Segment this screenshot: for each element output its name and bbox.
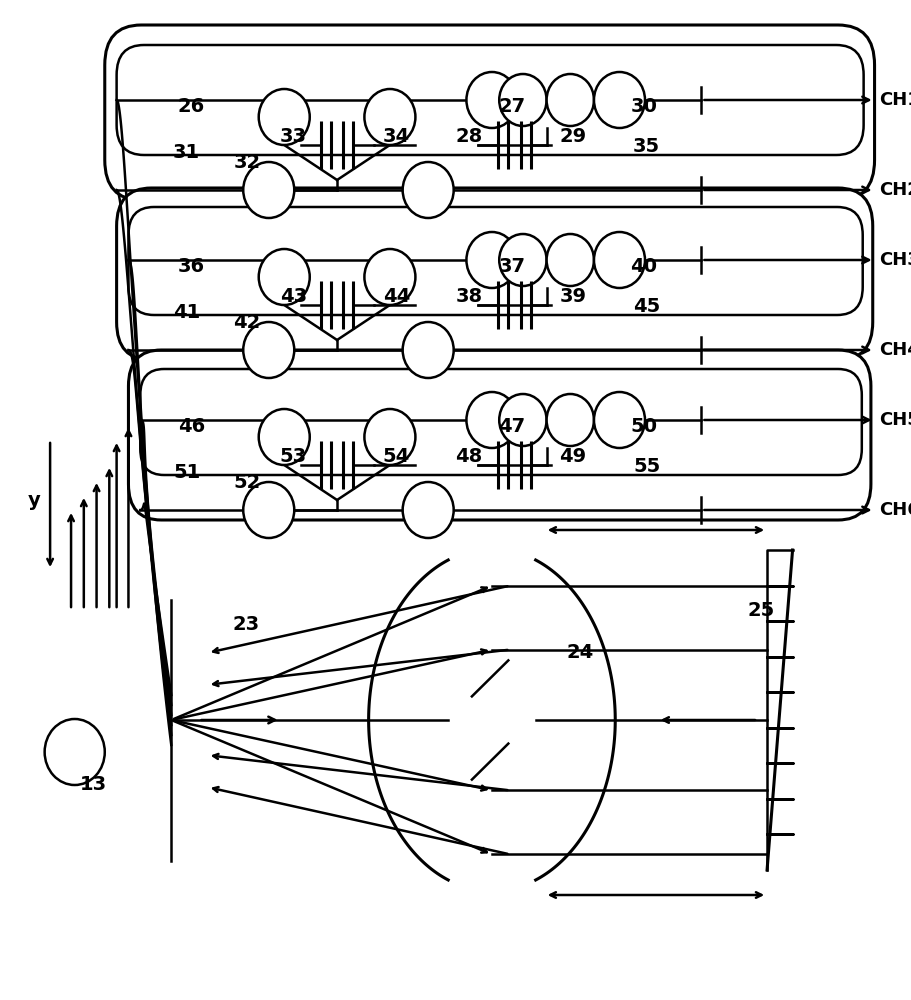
FancyBboxPatch shape: [117, 188, 873, 360]
Circle shape: [403, 322, 454, 378]
Text: 36: 36: [178, 256, 205, 275]
Text: CH5: CH5: [879, 411, 911, 429]
Text: 23: 23: [232, 615, 260, 635]
Text: 43: 43: [280, 286, 307, 306]
Text: 50: 50: [630, 418, 658, 436]
Circle shape: [499, 74, 547, 126]
Text: 42: 42: [233, 314, 261, 332]
Circle shape: [243, 482, 294, 538]
Circle shape: [259, 409, 310, 465]
Text: 34: 34: [383, 126, 410, 145]
Circle shape: [259, 89, 310, 145]
Text: 37: 37: [498, 257, 526, 276]
Circle shape: [594, 72, 645, 128]
Circle shape: [403, 162, 454, 218]
Text: 55: 55: [633, 456, 660, 476]
Text: CH6: CH6: [879, 501, 911, 519]
Circle shape: [466, 392, 517, 448]
Text: 35: 35: [633, 136, 660, 155]
Text: 45: 45: [633, 296, 660, 316]
Text: 13: 13: [80, 776, 107, 794]
Circle shape: [259, 249, 310, 305]
Text: 49: 49: [559, 446, 587, 466]
Circle shape: [243, 322, 294, 378]
Text: 28: 28: [456, 126, 483, 145]
Circle shape: [547, 394, 594, 446]
Text: 48: 48: [456, 446, 483, 466]
Circle shape: [547, 74, 594, 126]
Text: 41: 41: [173, 302, 200, 322]
Text: 26: 26: [178, 97, 205, 115]
Text: CH1: CH1: [879, 91, 911, 109]
Circle shape: [466, 72, 517, 128]
Circle shape: [45, 719, 105, 785]
Text: 25: 25: [747, 600, 774, 619]
Text: 29: 29: [559, 126, 587, 145]
Text: 52: 52: [233, 474, 261, 492]
Circle shape: [594, 232, 645, 288]
Text: 51: 51: [173, 462, 200, 482]
Circle shape: [364, 249, 415, 305]
Text: 31: 31: [173, 142, 200, 161]
Circle shape: [499, 234, 547, 286]
Text: 38: 38: [456, 286, 483, 306]
Circle shape: [403, 482, 454, 538]
Text: 44: 44: [383, 286, 410, 306]
Text: 40: 40: [630, 257, 658, 276]
Circle shape: [364, 409, 415, 465]
Text: 54: 54: [383, 446, 410, 466]
Text: 53: 53: [280, 446, 307, 466]
Text: 33: 33: [280, 126, 307, 145]
Text: 30: 30: [630, 98, 658, 116]
Text: 24: 24: [567, 643, 594, 662]
Text: CH4: CH4: [879, 341, 911, 359]
FancyBboxPatch shape: [117, 45, 864, 155]
FancyBboxPatch shape: [128, 207, 863, 315]
Circle shape: [466, 232, 517, 288]
Circle shape: [364, 89, 415, 145]
Text: 46: 46: [178, 416, 205, 436]
FancyBboxPatch shape: [105, 25, 875, 200]
Circle shape: [499, 394, 547, 446]
Circle shape: [547, 234, 594, 286]
Text: CH3: CH3: [879, 251, 911, 269]
Text: 32: 32: [233, 153, 261, 172]
FancyBboxPatch shape: [128, 350, 871, 520]
Text: 27: 27: [498, 98, 526, 116]
Text: y: y: [27, 490, 40, 510]
Circle shape: [594, 392, 645, 448]
Text: 47: 47: [498, 418, 526, 436]
Text: CH2: CH2: [879, 181, 911, 199]
Circle shape: [243, 162, 294, 218]
FancyBboxPatch shape: [140, 369, 862, 475]
Text: 39: 39: [559, 286, 587, 306]
